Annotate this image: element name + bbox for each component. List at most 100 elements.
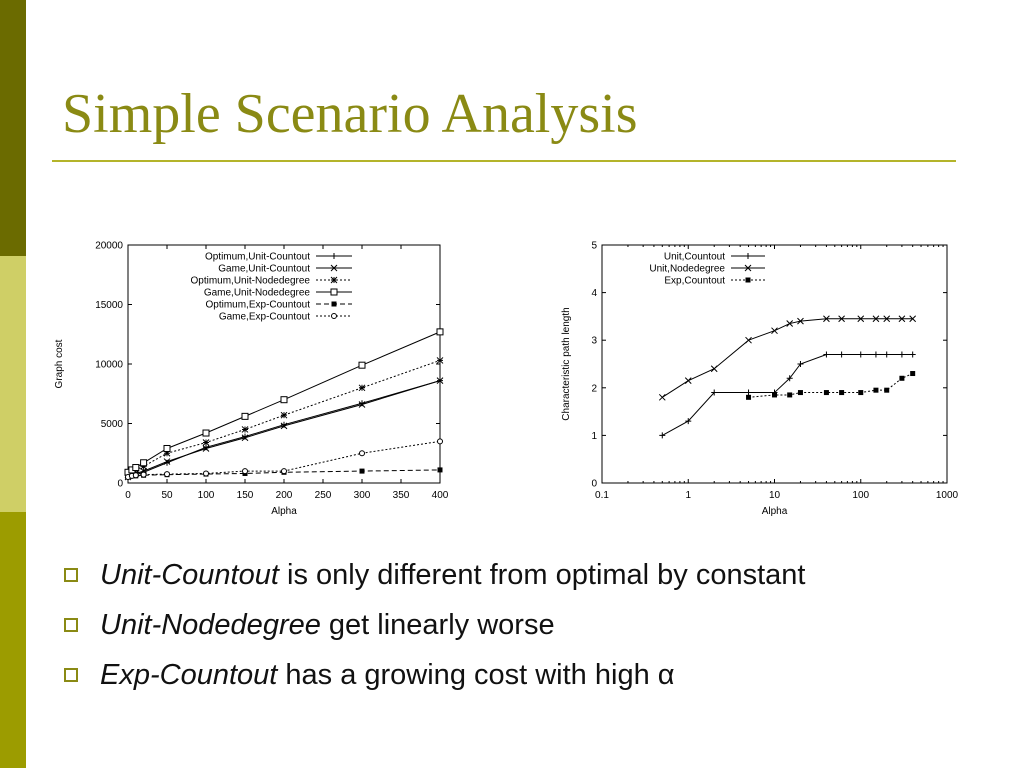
plus-marker	[281, 421, 287, 428]
graph-cost-chart: 0 50 100 150 200 250 300 350 400 0 5000 10000 15000 2…	[54, 241, 449, 518]
cross-marker	[745, 336, 752, 344]
y-tick-label: 20000	[95, 241, 123, 252]
series-group	[658, 315, 917, 401]
plus-marker	[883, 351, 890, 358]
plus-marker	[331, 253, 337, 259]
plus-marker	[857, 351, 864, 358]
open-circle-marker	[437, 438, 443, 445]
x-tick-label: 350	[393, 490, 410, 501]
cross-marker	[330, 264, 338, 272]
cross-marker	[241, 434, 249, 442]
x-tick-label: 50	[161, 490, 173, 501]
filled-square-marker	[797, 390, 803, 396]
plus-marker	[872, 351, 879, 358]
legend-label: Unit,Nodedegree	[649, 264, 725, 275]
x-axis-label: Alpha	[271, 506, 297, 517]
left-accent-bar	[0, 0, 26, 768]
cross-marker	[280, 422, 288, 430]
cross-marker	[710, 365, 718, 373]
filled-square-marker	[359, 468, 365, 474]
legend-label: Game,Unit-Nodedegree	[204, 288, 311, 299]
legend: Optimum,Unit-CountoutGame,Unit-CountoutO…	[191, 252, 352, 323]
star-marker	[163, 449, 171, 457]
y-tick-label: 10000	[95, 360, 123, 371]
plus-marker	[823, 351, 830, 358]
square-bullet-icon	[64, 668, 78, 682]
x-tick-label: 250	[315, 490, 332, 501]
star-marker	[241, 426, 249, 433]
bullet-text: is only different from optimal by consta…	[278, 559, 806, 591]
plus-marker	[838, 351, 845, 358]
cross-marker	[358, 401, 366, 408]
x-axis-label: Alpha	[762, 506, 788, 517]
y-tick-label: 3	[591, 336, 597, 347]
open-square-marker	[202, 429, 210, 437]
title-underline	[52, 160, 956, 162]
cross-marker	[163, 458, 171, 465]
square-bullet-icon	[64, 618, 78, 632]
x-tick-label: 0.1	[595, 490, 609, 501]
open-circle-marker	[359, 450, 365, 457]
filled-square-marker	[884, 387, 890, 393]
cross-marker	[823, 315, 830, 323]
star-marker	[358, 384, 366, 392]
legend-label: Game,Exp-Countout	[219, 312, 310, 323]
filled-square-marker	[899, 375, 905, 381]
filled-square-marker	[858, 390, 864, 396]
plus-marker	[786, 375, 793, 382]
bullet-emphasis: Unit-Nodedegree	[100, 609, 321, 641]
series-line	[127, 359, 441, 476]
legend-label: Exp,Countout	[664, 276, 725, 287]
series-group	[125, 438, 443, 481]
cross-marker	[898, 315, 906, 323]
open-circle-marker	[242, 468, 248, 475]
series-line	[662, 318, 913, 398]
y-axis-label: Characteristic path length	[561, 307, 572, 420]
legend-label: Optimum,Unit-Countout	[205, 252, 310, 263]
y-tick-label: 0	[117, 479, 123, 490]
bullet-text: get linearly worse	[320, 609, 555, 641]
y-axis-label: Graph cost	[54, 339, 65, 388]
filled-square-marker	[772, 392, 777, 398]
cross-marker	[786, 320, 794, 327]
filled-square-marker	[745, 277, 751, 283]
x-tick-label: 100	[198, 490, 215, 501]
open-circle-marker	[132, 472, 139, 479]
cross-marker	[202, 445, 210, 452]
x-tick-label: 200	[276, 490, 293, 501]
plot-frame	[601, 244, 948, 484]
bullet-emphasis: Unit-Countout	[100, 559, 279, 591]
open-square-marker	[330, 288, 338, 296]
series-line	[127, 440, 441, 478]
x-tick-label: 100	[852, 490, 869, 501]
cross-marker	[658, 393, 666, 401]
plus-marker	[359, 400, 365, 407]
plus-marker	[898, 351, 905, 358]
series-group	[124, 377, 444, 481]
open-square-marker	[132, 464, 140, 472]
open-square-marker	[358, 361, 366, 369]
star-marker	[436, 357, 444, 364]
accent-bar-segment-light	[0, 256, 26, 512]
open-circle-marker	[331, 313, 337, 319]
plus-marker	[797, 361, 804, 367]
open-circle-marker	[281, 468, 287, 475]
legend-label: Unit,Countout	[664, 252, 725, 263]
x-tick-label: 400	[432, 490, 449, 501]
series-group	[124, 328, 444, 476]
cross-marker	[771, 327, 778, 335]
x-tick-label: 150	[237, 490, 254, 501]
open-square-marker	[241, 412, 249, 420]
series-line	[127, 380, 441, 478]
filled-square-marker	[437, 467, 443, 473]
path-length-chart: 0.1 1 10 100 1000 0 1 2 3 4 5 Alpha Characteristic p…	[561, 241, 959, 518]
bullet-text: has a growing cost with high α	[277, 659, 675, 691]
plus-marker	[745, 253, 751, 259]
y-tick-label: 15000	[95, 300, 123, 311]
filled-square-marker	[910, 371, 916, 377]
cross-marker	[909, 315, 917, 323]
y-tick-label: 1	[591, 431, 597, 442]
open-square-marker	[436, 328, 444, 336]
open-square-marker	[280, 396, 288, 404]
